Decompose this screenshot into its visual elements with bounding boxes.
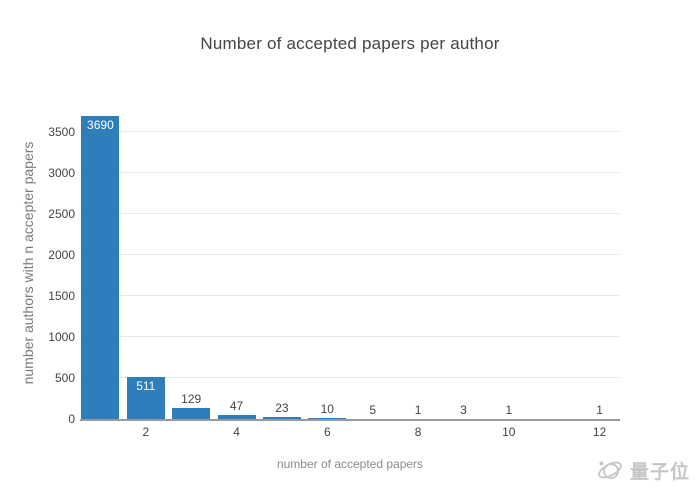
plot-area: 3690 511 129 47 23 10 5 1 3 1 1 0 500 1000 1500 2000 25… [48, 108, 620, 439]
bar-value-label-x10: 1 [505, 402, 513, 417]
bar-value-label-x9: 3 [460, 402, 467, 417]
gridline-1500 [80, 294, 620, 296]
x-axis-line [80, 419, 620, 421]
bar-value-label-x4: 47 [229, 399, 244, 414]
y-tick-label-500: 500 [54, 370, 75, 385]
x-tick-label-12: 12 [592, 425, 607, 439]
bar-value-label-x7: 5 [369, 402, 377, 417]
y-tick-label-1500: 1500 [48, 288, 75, 303]
chart-title: Number of accepted papers per author [200, 34, 500, 53]
gridline-2500 [80, 212, 620, 214]
bar-x6 [308, 418, 347, 419]
x-axis-title: number of accepted papers [276, 457, 424, 471]
bar-x4 [217, 415, 256, 419]
qbitai-atom-logo-icon [598, 461, 622, 479]
bar-value-label-x3: 129 [181, 392, 202, 407]
x-tick-label-8: 8 [414, 425, 422, 439]
gridline-1000 [80, 335, 620, 337]
y-tick-label-3000: 3000 [48, 165, 75, 180]
bar-x2 [126, 377, 165, 419]
x-tick-label-10: 10 [502, 425, 516, 439]
gridline-3000 [80, 171, 620, 173]
gridline-500 [80, 376, 620, 378]
gridline-3500 [80, 130, 620, 132]
watermark-brand-text: 量子位 [629, 461, 690, 483]
y-tick-label-2500: 2500 [48, 206, 75, 221]
watermark: 量子位 [596, 456, 690, 484]
y-tick-label-3500: 3500 [48, 124, 75, 139]
y-tick-label-1000: 1000 [48, 329, 75, 344]
x-tick-label-6: 6 [323, 425, 331, 439]
x-tick-label-4: 4 [233, 425, 240, 439]
bar-x3 [172, 408, 211, 419]
bar-value-label-x8: 1 [414, 402, 422, 417]
bar-value-label-x5: 23 [275, 401, 289, 416]
bar-x5 [262, 417, 301, 419]
bar-value-label-x1: 3690 [87, 118, 114, 133]
x-tick-label-2: 2 [142, 425, 150, 439]
bar-value-label-x2: 511 [136, 379, 156, 394]
bar-value-label-x6: 10 [320, 402, 334, 417]
bar-x1 [81, 116, 120, 419]
y-tick-label-0: 0 [68, 412, 75, 426]
gridline-2000 [80, 253, 620, 255]
y-tick-label-2000: 2000 [48, 247, 75, 262]
bar-value-label-x12: 1 [596, 402, 603, 417]
